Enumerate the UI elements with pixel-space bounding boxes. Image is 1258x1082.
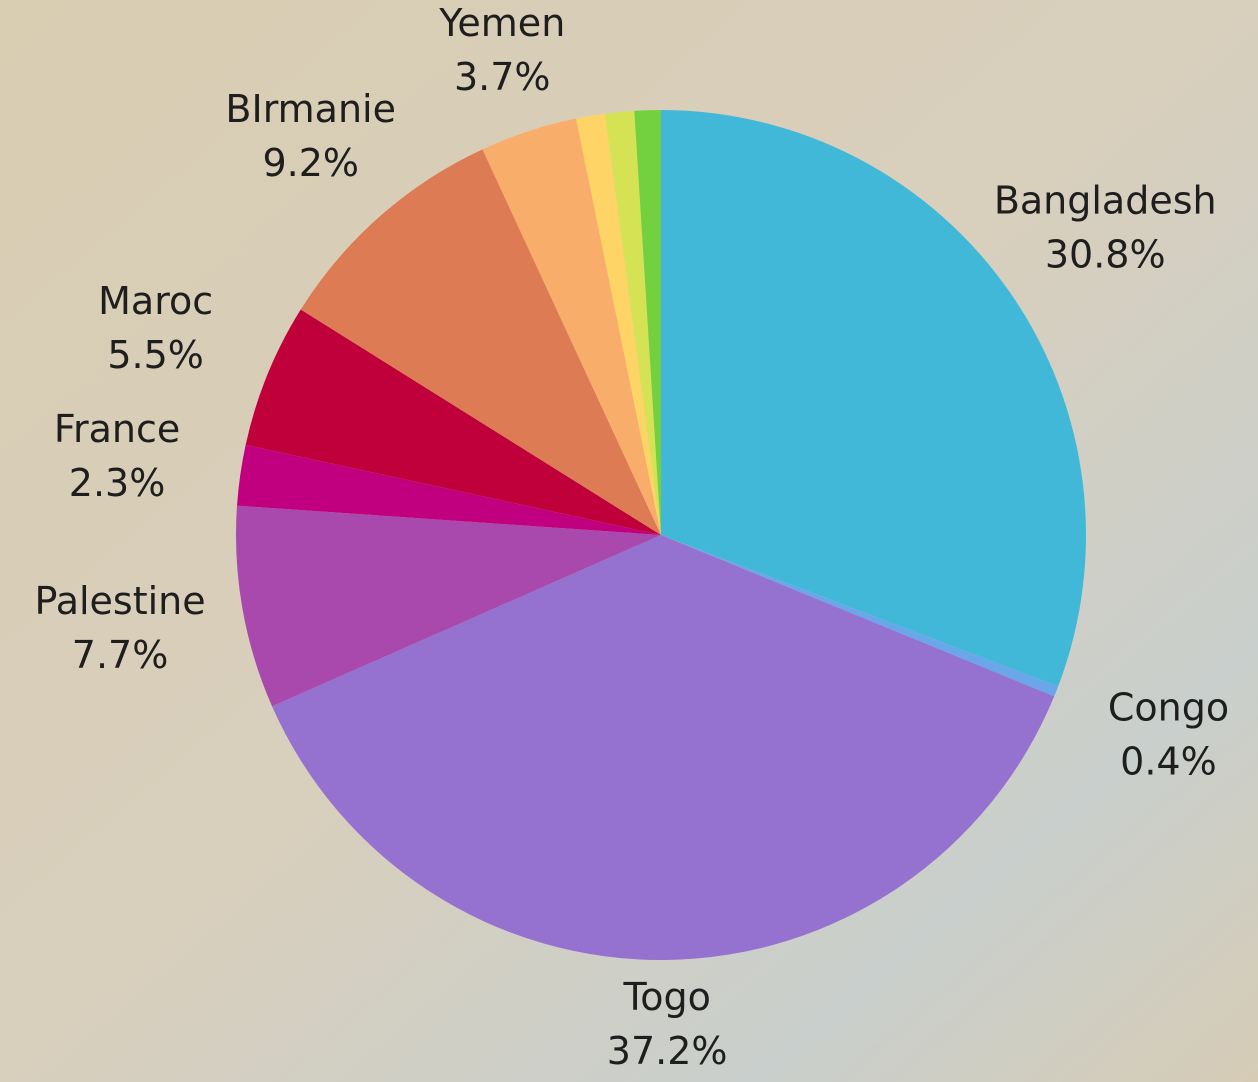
pie: [235, 110, 1087, 960]
slice-label: Maroc: [98, 279, 213, 323]
slice-value-label: 37.2%: [607, 1029, 728, 1073]
slice-value-label: 7.7%: [72, 633, 169, 677]
slice-value-label: 5.5%: [107, 333, 204, 377]
pie-slice: [272, 535, 1055, 960]
slice-label: Togo: [622, 975, 710, 1019]
pie-slice: [634, 110, 661, 535]
labels: Bangladesh 30.8% Congo 0.4% Togo 37.2% Palesti…: [34, 1, 1229, 1073]
slice-label: BIrmanie: [225, 87, 396, 131]
slice-value-label: 9.2%: [262, 141, 359, 185]
slice-label: Palestine: [34, 579, 205, 623]
slice-label: France: [54, 407, 180, 451]
pie-slice: [482, 118, 661, 536]
pie-slice: [237, 444, 661, 535]
pie-slice: [300, 149, 661, 535]
slice-label: Yemen: [438, 1, 565, 45]
slice-label: Bangladesh: [994, 179, 1217, 223]
pie-slice: [576, 113, 661, 535]
pie-slice: [245, 309, 661, 535]
pie-slice: [661, 110, 1087, 687]
slice-label: Congo: [1108, 685, 1229, 729]
slice-value-label: 30.8%: [1045, 233, 1166, 277]
slice-value-label: 3.7%: [454, 55, 551, 99]
pie-slice: [605, 110, 661, 536]
pie-slice: [661, 535, 1059, 697]
slice-value-label: 0.4%: [1120, 739, 1217, 783]
slice-value-label: 2.3%: [69, 461, 166, 505]
pie-slice: [235, 505, 661, 707]
